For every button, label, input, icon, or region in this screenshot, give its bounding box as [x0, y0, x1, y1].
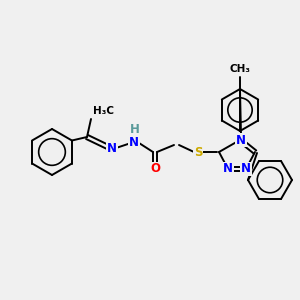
Text: N: N [107, 142, 117, 155]
Text: CH₃: CH₃ [230, 64, 250, 74]
Text: O: O [150, 163, 160, 176]
Text: H: H [130, 123, 140, 136]
Text: N: N [236, 134, 246, 146]
Text: S: S [194, 146, 202, 158]
Text: H₃C: H₃C [93, 106, 114, 116]
Text: N: N [129, 136, 139, 148]
Text: N: N [241, 163, 251, 176]
Text: N: N [223, 163, 233, 176]
